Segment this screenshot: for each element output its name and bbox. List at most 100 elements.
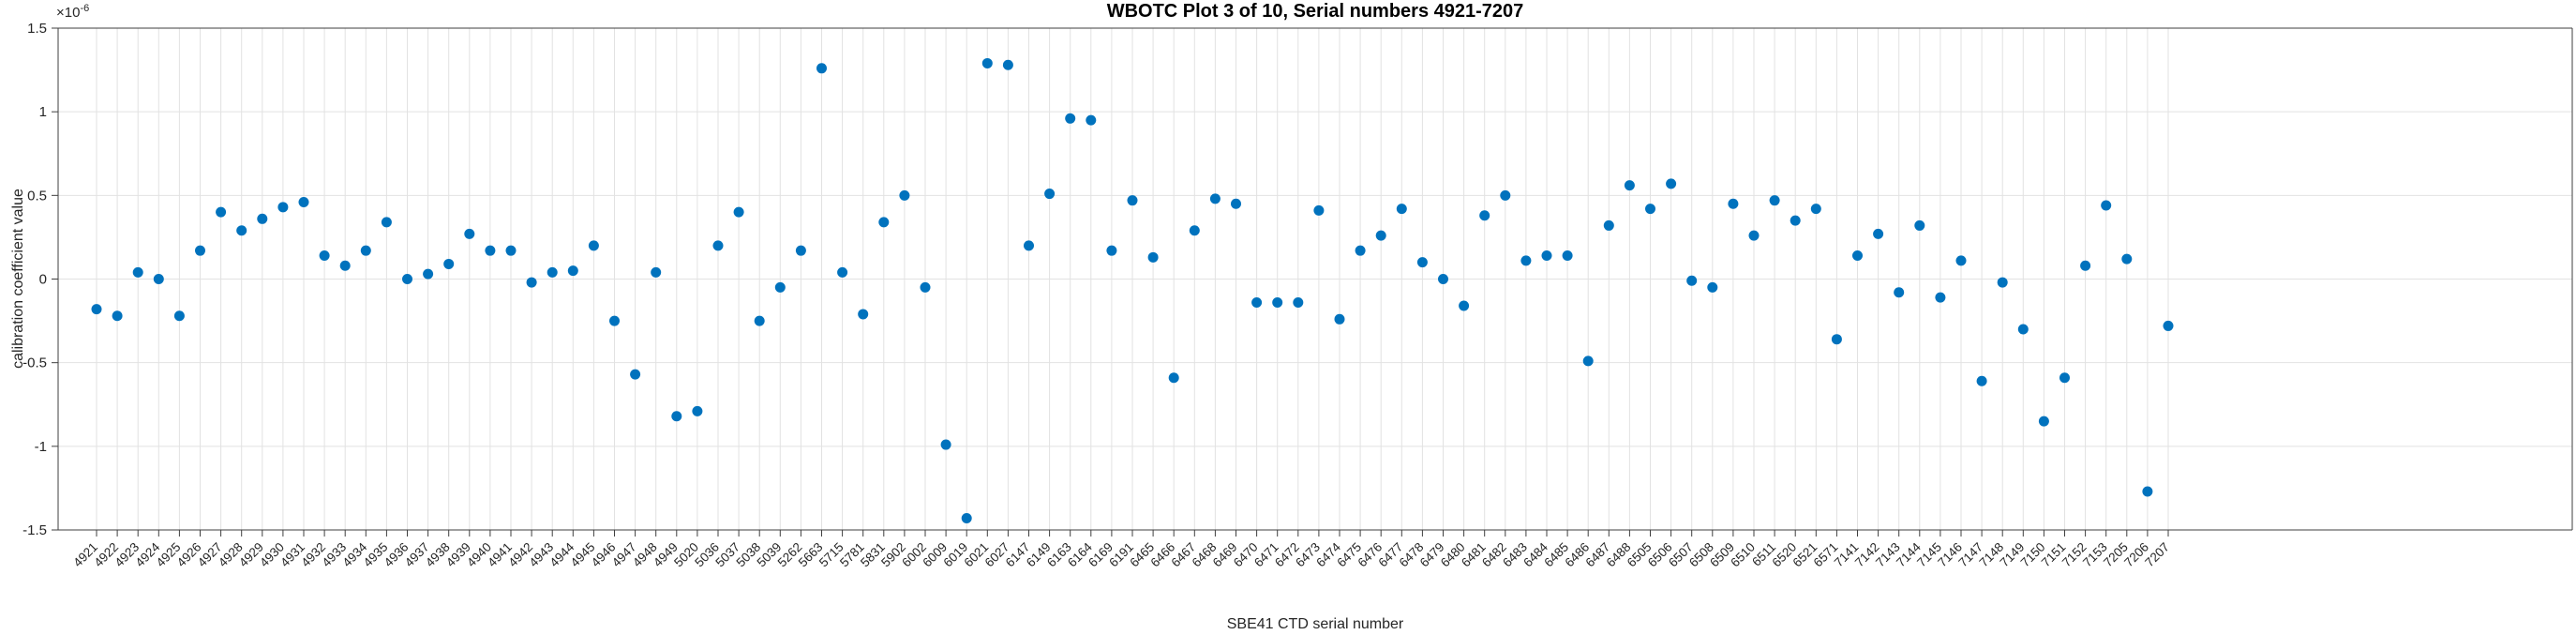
data-point [588,240,599,251]
data-point [1396,204,1407,215]
data-point [443,258,455,269]
data-point [526,277,537,288]
y-tick-label: 0 [39,272,47,288]
y-tick-label: 1 [39,104,47,120]
data-point [1231,198,1241,209]
data-point [1334,313,1345,325]
y-axis-scale-label: ×10-6 [56,3,89,21]
data-point [1810,204,1821,215]
data-point [132,266,143,278]
data-point [692,405,703,416]
data-point [1541,250,1552,262]
data-point [1769,195,1780,206]
data-point [609,315,620,326]
data-point [1645,204,1655,215]
data-point [2059,372,2070,384]
data-point [2017,324,2029,335]
data-point [1209,193,1221,204]
data-point [1852,250,1863,262]
y-axis-scale-base: ×10 [56,5,81,21]
data-point [2121,253,2133,265]
data-point [195,245,205,256]
data-point [899,189,910,201]
data-point [733,206,744,218]
data-point [153,274,164,284]
data-point [505,245,517,256]
data-point [1127,195,1138,206]
data-point [112,310,123,322]
data-point [423,268,434,280]
data-point [1168,372,1179,384]
data-point [339,260,351,271]
data-point [2080,260,2091,271]
data-point [547,266,558,278]
data-point [236,225,247,236]
data-point [940,439,951,450]
data-point [920,281,931,293]
data-point [1313,204,1325,216]
data-point [1935,292,1946,303]
data-point [1707,281,1718,293]
data-point [2038,416,2049,427]
y-tick-label: 0.5 [27,188,47,204]
data-point [1686,275,1698,286]
data-point [1438,274,1448,284]
data-point [1459,300,1470,311]
data-point [1582,355,1594,367]
data-point [2163,320,2174,331]
data-point [1873,228,1884,239]
data-point [257,213,268,224]
data-point [712,240,724,251]
data-point [795,245,806,256]
data-point [1251,296,1263,308]
data-point [961,513,972,524]
data-point [1914,219,1925,231]
data-point [381,217,392,228]
data-point [1106,245,1117,256]
data-point [1562,250,1573,262]
data-point [774,281,786,293]
data-point [630,369,641,380]
data-point [651,266,662,278]
data-point [1002,59,1013,70]
data-point [319,250,330,262]
data-point [1624,180,1635,191]
data-point [981,57,993,68]
data-point [1272,296,1283,308]
plot-title: WBOTC Plot 3 of 10, Serial numbers 4921-… [1106,1,1524,22]
data-point [485,245,496,256]
data-point [173,310,185,322]
data-point [1955,255,1967,266]
y-tick-label: -1 [35,439,47,455]
data-point [360,245,371,256]
y-tick-label: -0.5 [22,355,47,371]
y-tick-label: -1.5 [22,522,47,538]
data-point [1666,178,1677,189]
data-point [1065,113,1076,124]
data-point [402,274,412,284]
data-point [816,63,827,74]
data-point [277,202,289,213]
data-point [464,228,475,239]
data-point [1790,215,1801,226]
data-point [1416,257,1428,268]
data-point [878,217,890,228]
data-point [1293,296,1304,308]
data-point [671,411,682,422]
data-point [1728,198,1739,209]
x-tick-label: 7207 [2142,540,2172,570]
data-point [837,266,848,278]
data-point [2101,200,2112,211]
data-point [1603,219,1614,231]
data-point [1894,287,1905,298]
data-point [1147,251,1159,263]
y-axis-label: calibration coefficient value [10,189,26,369]
data-point [1024,240,1034,251]
data-point [754,315,765,326]
data-point [567,265,578,277]
data-point [1355,245,1366,256]
data-point [1520,255,1532,266]
data-point [91,304,102,315]
